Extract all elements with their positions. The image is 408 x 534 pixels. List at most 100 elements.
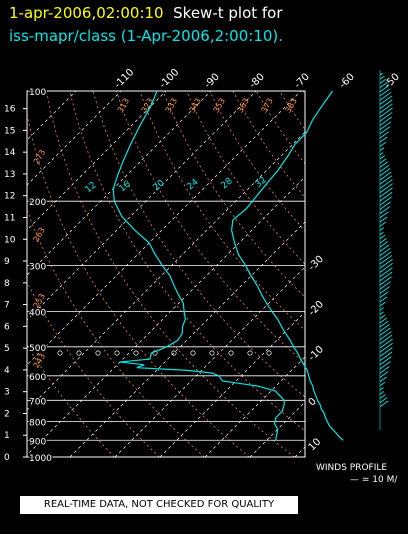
moist-adiabat-marker bbox=[133, 350, 139, 356]
mixing-ratio-label: 24 bbox=[186, 177, 201, 192]
wind-barb bbox=[379, 251, 392, 261]
wind-barb bbox=[379, 196, 392, 206]
plot-subtitle: iss-mapr/class (1-Apr-2006,2:00:10). bbox=[9, 27, 284, 45]
winds-profile-title: WINDS PROFILE bbox=[316, 463, 388, 473]
wind-barb bbox=[379, 324, 390, 332]
isotherm-line bbox=[27, 91, 167, 231]
temperature-tick-label: -100 bbox=[158, 67, 182, 91]
dry-adiabat-label: 313 bbox=[116, 97, 131, 115]
wind-barb bbox=[379, 301, 386, 307]
wind-barb bbox=[379, 387, 384, 391]
wind-barb bbox=[379, 351, 393, 361]
isotherm-line bbox=[27, 91, 122, 186]
temperature-tick-label: -90 bbox=[203, 71, 222, 90]
wind-barb bbox=[379, 247, 391, 256]
wind-barb bbox=[379, 311, 384, 315]
altitude-tick-label: 3 bbox=[4, 388, 10, 398]
moist-adiabat-marker bbox=[171, 350, 177, 356]
altitude-tick-label: 15 bbox=[4, 126, 15, 136]
dry-adiabat-line bbox=[279, 91, 305, 131]
temperature-tick-label: -10 bbox=[307, 344, 326, 363]
wind-barb bbox=[379, 394, 386, 399]
dry-adiabat-line bbox=[396, 91, 408, 457]
wind-barb bbox=[379, 221, 386, 227]
wind-barb bbox=[379, 400, 389, 408]
pressure-tick-label: 100 bbox=[29, 88, 46, 98]
wind-barb bbox=[379, 276, 392, 286]
pressure-tick-label: 600 bbox=[29, 373, 46, 383]
datetime-label: 1-apr-2006,02:00:10 bbox=[9, 4, 164, 22]
dry-adiabat-line bbox=[139, 91, 305, 331]
wind-barb bbox=[379, 187, 393, 198]
wind-barb bbox=[379, 126, 391, 135]
wind-barb bbox=[379, 376, 387, 382]
altitude-tick-label: 2 bbox=[4, 409, 10, 419]
wind-barb bbox=[379, 317, 387, 324]
temperature-tick-label: -60 bbox=[338, 71, 357, 90]
pressure-tick-label: 700 bbox=[29, 397, 46, 407]
altitude-tick-label: 11 bbox=[4, 213, 15, 223]
dry-adiabat-line bbox=[27, 344, 115, 457]
wind-barb bbox=[379, 258, 393, 269]
wind-barb bbox=[379, 91, 392, 101]
wind-barb bbox=[379, 107, 393, 118]
wind-barb bbox=[379, 112, 393, 122]
wind-barb bbox=[379, 78, 387, 84]
pressure-tick-label: 300 bbox=[29, 263, 46, 273]
wind-barb bbox=[379, 85, 390, 93]
wind-barb bbox=[379, 296, 388, 303]
winds-scale-legend: — = 10 M/ bbox=[350, 475, 398, 485]
wind-barb bbox=[379, 366, 390, 374]
altitude-tick-label: 12 bbox=[4, 192, 15, 202]
wind-barb bbox=[379, 307, 384, 311]
pressure-tick-label: 1000 bbox=[29, 454, 52, 464]
altitude-tick-label: 1 bbox=[4, 431, 10, 441]
moist-adiabat-marker bbox=[228, 350, 234, 356]
dry-adiabat-line bbox=[326, 91, 408, 457]
moist-adiabat-marker bbox=[76, 350, 82, 356]
wind-barb bbox=[379, 231, 384, 235]
moist-adiabat-marker bbox=[57, 350, 63, 356]
dry-adiabat-label: 273 bbox=[32, 148, 47, 166]
dry-adiabat-label: 363 bbox=[236, 97, 251, 115]
dry-adiabat-line bbox=[185, 91, 305, 265]
wind-barb bbox=[379, 75, 385, 80]
wind-barb bbox=[379, 361, 391, 370]
wind-barb bbox=[379, 397, 388, 403]
wind-barb bbox=[379, 72, 384, 76]
temperature-tick-label: -30 bbox=[307, 254, 326, 273]
plot-title: Skew-t plot for bbox=[173, 4, 283, 22]
wind-barb bbox=[379, 334, 393, 345]
moist-adiabat-marker bbox=[190, 350, 196, 356]
pressure-tick-label: 500 bbox=[29, 344, 46, 354]
grid-layer bbox=[23, 90, 408, 458]
temperature-tick-label: -80 bbox=[248, 71, 267, 90]
isotherm-line bbox=[27, 91, 257, 321]
temperature-tick-label: -70 bbox=[293, 71, 312, 90]
dry-adiabat-line bbox=[27, 208, 205, 457]
moist-adiabat-marker bbox=[114, 350, 120, 356]
altitude-tick-label: 7 bbox=[4, 301, 10, 311]
quality-notice: REAL-TIME DATA, NOT CHECKED FOR QUALITY bbox=[20, 496, 298, 514]
wind-barb bbox=[379, 338, 393, 349]
mixing-ratio-label: 32 bbox=[254, 175, 269, 190]
wind-barb bbox=[379, 216, 388, 223]
dry-adiabat-line bbox=[232, 91, 305, 199]
mixing-ratio-label: 28 bbox=[220, 176, 235, 191]
pressure-tick-label: 900 bbox=[29, 437, 46, 447]
wind-barb bbox=[379, 291, 389, 298]
altitude-tick-label: 9 bbox=[4, 257, 10, 267]
wind-barb bbox=[379, 152, 384, 156]
wind-barb bbox=[379, 201, 392, 210]
wind-barb bbox=[379, 255, 393, 265]
temperature-tick-label: -20 bbox=[307, 299, 326, 318]
pressure-tick-label: 200 bbox=[29, 198, 46, 208]
isotherm-line bbox=[27, 91, 212, 276]
plot-clip-group bbox=[27, 91, 408, 457]
wind-barb bbox=[379, 155, 385, 160]
temperature-profile-line bbox=[230, 90, 344, 441]
wind-barb bbox=[379, 241, 389, 248]
plot-frame bbox=[26, 90, 306, 458]
wind-barb bbox=[379, 158, 387, 164]
moist-adiabat-marker bbox=[266, 350, 272, 356]
